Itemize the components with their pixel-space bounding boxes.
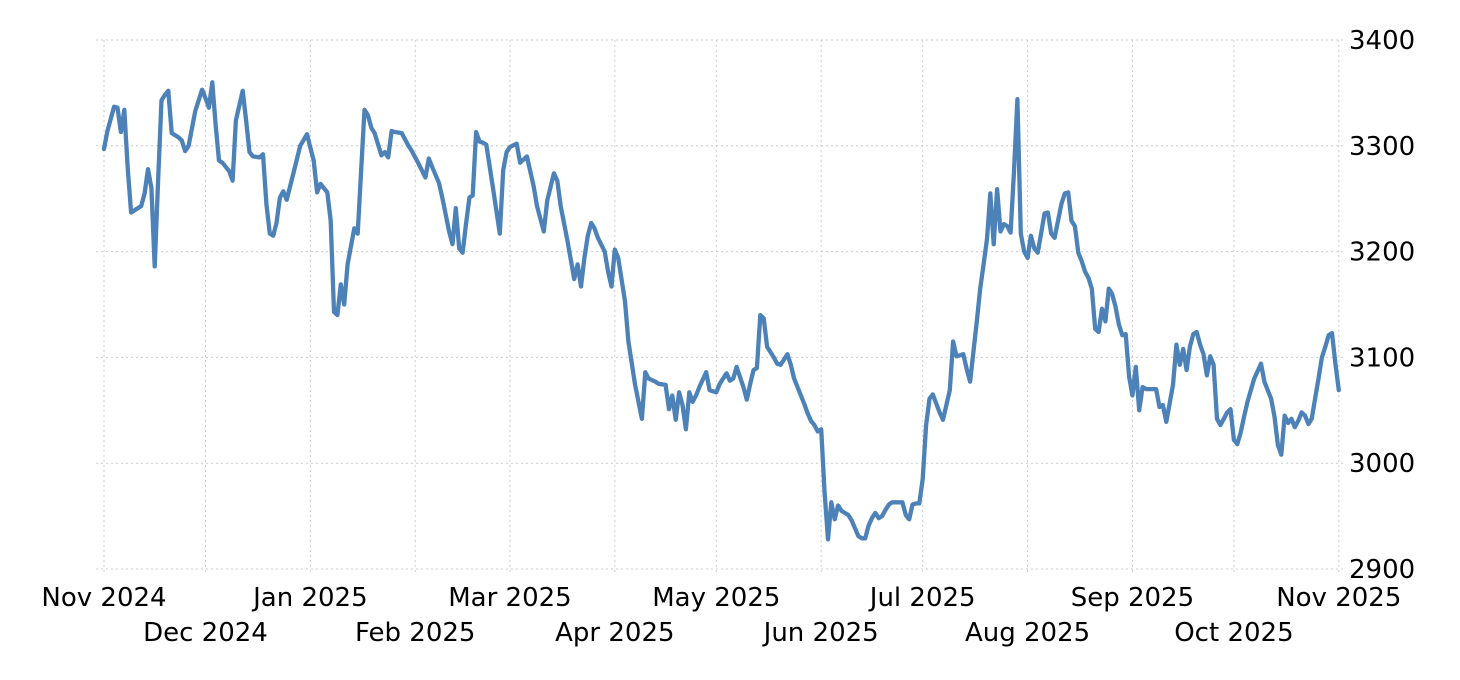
x-axis-label-aug-2025: Aug 2025	[965, 618, 1090, 648]
x-axis-label-feb-2025: Feb 2025	[355, 618, 475, 648]
x-axis-label-nov-2024: Nov 2024	[41, 583, 166, 613]
y-axis-label-3300: 3300	[1349, 132, 1415, 162]
x-axis-label-jul-2025: Jul 2025	[868, 583, 976, 613]
x-axis-label-oct-2025: Oct 2025	[1174, 618, 1293, 648]
y-axis-label-2900: 2900	[1349, 555, 1415, 585]
x-axis-label-may-2025: May 2025	[652, 583, 780, 613]
horizontal-gridlines	[96, 39, 1346, 570]
x-axis-label-jun-2025: Jun 2025	[762, 618, 879, 648]
price-series-line	[101, 80, 1341, 542]
x-axis-label-sep-2025: Sep 2025	[1071, 583, 1194, 613]
y-axis-label-3200: 3200	[1349, 238, 1415, 268]
y-axis-labels: 2900 3000 3100 3200 3300 3400	[1349, 26, 1415, 585]
y-axis-label-3400: 3400	[1349, 26, 1415, 56]
x-axis-labels: Nov 2024 Dec 2024 Jan 2025 Feb 2025 Mar 2025…	[41, 583, 1401, 648]
x-axis-label-dec-2024: Dec 2024	[143, 618, 268, 648]
x-axis-label-jan-2025: Jan 2025	[251, 583, 368, 613]
x-axis-label-apr-2025: Apr 2025	[555, 618, 674, 648]
x-axis-label-mar-2025: Mar 2025	[448, 583, 572, 613]
vertical-gridlines	[103, 40, 1340, 574]
price-series	[101, 80, 1341, 542]
x-axis-label-nov-2025: Nov 2025	[1276, 583, 1401, 613]
y-axis-label-3100: 3100	[1349, 343, 1415, 373]
y-axis-label-3000: 3000	[1349, 449, 1415, 479]
